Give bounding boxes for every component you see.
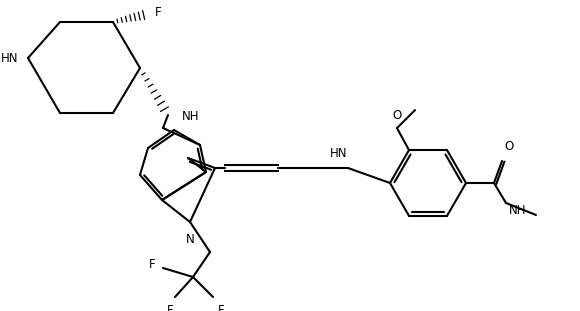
Text: O: O [393, 109, 401, 122]
Text: N: N [186, 233, 194, 246]
Text: NH: NH [509, 203, 527, 216]
Text: HN: HN [1, 52, 18, 64]
Text: HN: HN [330, 147, 347, 160]
Text: F: F [155, 6, 162, 18]
Text: F: F [166, 304, 173, 311]
Text: NH: NH [182, 110, 200, 123]
Text: F: F [148, 258, 155, 272]
Text: F: F [218, 304, 224, 311]
Text: O: O [504, 140, 513, 153]
